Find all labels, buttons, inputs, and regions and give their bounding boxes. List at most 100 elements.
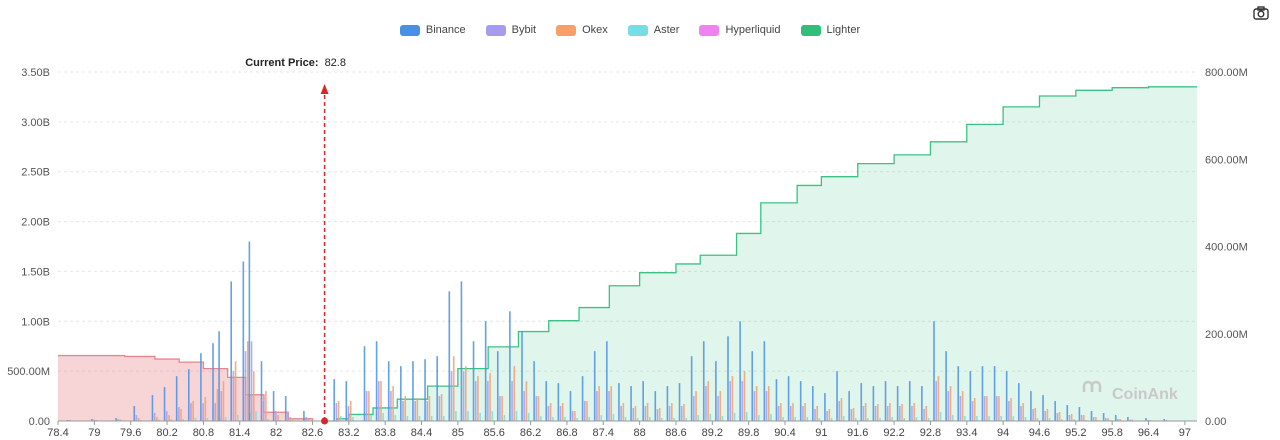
bar-bybit — [911, 406, 913, 421]
bar-aster — [988, 416, 990, 421]
bar-bybit — [680, 406, 683, 421]
bar-bybit — [335, 403, 338, 421]
x-tick-label: 80.2 — [156, 427, 177, 439]
bar-bybit — [438, 396, 441, 421]
bar-okex — [307, 419, 310, 421]
bar-binance — [812, 386, 814, 421]
bar-okex — [180, 409, 182, 421]
bar-binance — [666, 386, 669, 421]
bar-okex — [440, 394, 443, 421]
bar-aster — [158, 419, 160, 421]
bar-binance — [593, 351, 596, 421]
legend-item-bybit[interactable]: Bybit — [485, 24, 536, 36]
x-tick-label: 92.2 — [883, 427, 904, 439]
bar-bybit — [202, 403, 204, 421]
bar-binance — [1042, 395, 1044, 421]
bar-okex — [671, 403, 673, 421]
bar-binance — [363, 346, 366, 421]
bar-okex — [1119, 419, 1121, 421]
bar-binance — [387, 361, 390, 421]
bar-okex — [913, 403, 915, 421]
bar-bybit — [583, 401, 586, 421]
bar-bybit — [1008, 401, 1010, 421]
bar-okex — [816, 406, 819, 421]
bar-binance — [1114, 415, 1117, 421]
legend-item-lighter[interactable]: Lighter — [800, 24, 860, 36]
bar-okex — [1022, 403, 1025, 421]
bar-okex — [549, 403, 552, 421]
bar-bybit — [262, 401, 265, 421]
bar-aster — [418, 416, 421, 421]
camera-icon[interactable] — [1252, 4, 1270, 22]
current-price-arrow — [320, 84, 329, 94]
bar-bybit — [705, 386, 707, 421]
bar-binance — [739, 321, 741, 421]
bar-binance — [545, 381, 548, 421]
bar-binance — [860, 383, 863, 421]
bar-okex — [1107, 418, 1109, 421]
bar-bybit — [135, 415, 138, 421]
bar-aster — [394, 415, 397, 421]
bar-aster — [842, 416, 845, 421]
bar-okex — [1034, 408, 1037, 421]
bar-bybit — [644, 406, 647, 421]
bar-bybit — [632, 408, 635, 421]
bar-binance — [715, 361, 717, 421]
bar-bybit — [777, 406, 780, 421]
bar-okex — [1095, 417, 1097, 421]
bar-bybit — [608, 391, 610, 421]
legend-item-binance[interactable]: Binance — [399, 24, 466, 36]
bar-bybit — [117, 419, 120, 421]
bar-binance — [1030, 391, 1032, 421]
bar-bybit — [487, 381, 489, 421]
bar-bybit — [450, 371, 453, 421]
legend-item-okex[interactable]: Okex — [556, 24, 608, 36]
bar-bybit — [535, 396, 538, 421]
bar-binance — [569, 391, 572, 421]
bar-bybit — [347, 406, 350, 421]
bar-okex — [792, 403, 794, 421]
bar-okex — [998, 396, 1000, 421]
bar-binance — [436, 356, 438, 421]
bar-okex — [731, 376, 734, 421]
bar-bybit — [874, 406, 877, 421]
bar-bybit — [620, 406, 622, 421]
bar-bybit — [826, 411, 828, 421]
y-left-tick-label: 2.50B — [21, 167, 50, 179]
bar-okex — [525, 381, 528, 421]
legend-swatch — [627, 24, 648, 36]
bar-okex — [392, 386, 394, 421]
x-tick-label: 88 — [633, 427, 645, 439]
bar-binance — [400, 366, 402, 421]
bar-okex — [428, 396, 431, 421]
bar-bybit — [305, 417, 307, 421]
bar-aster — [733, 413, 736, 421]
y-left-tick-label: 1.50B — [21, 266, 50, 278]
bar-binance — [775, 379, 778, 421]
bar-bybit — [1129, 419, 1131, 421]
y-right-tick-label: 600.00M — [1205, 154, 1248, 166]
bar-okex — [277, 415, 279, 421]
bar-binance — [1102, 413, 1105, 421]
bar-okex — [804, 403, 806, 421]
bar-bybit — [1105, 418, 1107, 421]
current-price-dot — [321, 417, 329, 425]
bar-binance — [618, 383, 620, 421]
bar-okex — [574, 411, 576, 421]
x-tick-label: 89.2 — [702, 427, 723, 439]
legend-item-aster[interactable]: Aster — [627, 24, 679, 36]
legend-swatch — [800, 24, 821, 36]
bar-binance — [702, 341, 705, 421]
bar-bybit — [765, 391, 768, 421]
legend-item-hyperliquid[interactable]: Hyperliquid — [699, 24, 781, 36]
bar-binance — [345, 381, 348, 421]
x-tick-label: 82.6 — [302, 427, 323, 439]
bar-bybit — [1032, 409, 1034, 421]
bar-okex — [622, 403, 625, 421]
bar-binance — [642, 381, 644, 421]
bar-aster — [339, 416, 342, 421]
bar-okex — [137, 418, 140, 421]
x-tick-label: 86.8 — [556, 427, 577, 439]
bar-aster — [794, 417, 796, 421]
x-tick-label: 79 — [88, 427, 100, 439]
